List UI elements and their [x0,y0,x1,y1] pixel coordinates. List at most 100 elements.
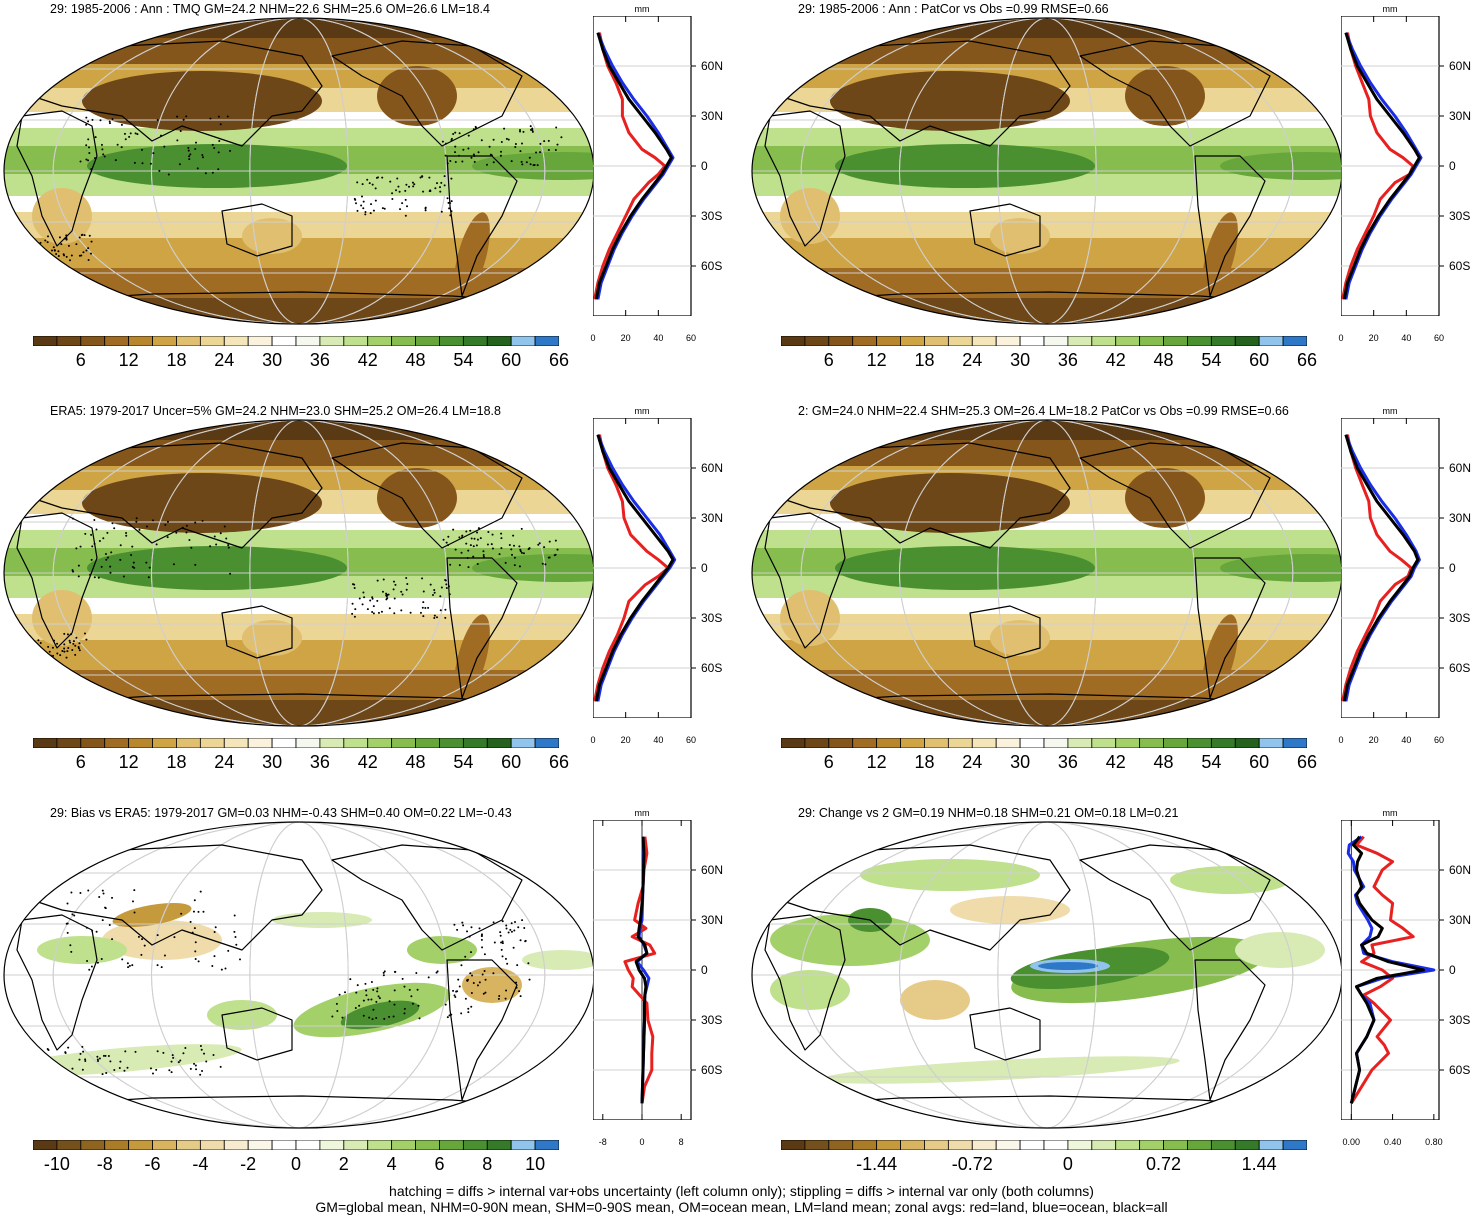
colorbar-swatch [319,336,345,346]
colorbar-label: 0.72 [1146,1154,1182,1174]
atlantic-moistening [1235,932,1325,968]
zonal-x-label: 60 [685,333,696,343]
colorbar-swatch [1115,738,1141,748]
colorbar-swatch [1282,738,1307,748]
colorbar-swatch [852,336,878,346]
tropical-moist-band-north [752,128,1342,146]
zonal-unit-label: mm [1382,406,1398,416]
africa-outline [16,110,98,247]
colorbar-swatch [995,1140,1021,1150]
colorbar-swatch [1043,738,1069,748]
polar-dry-band-south [4,700,594,726]
colorbar-swatch [1163,336,1188,346]
colorbar-label: 66 [1296,350,1318,370]
map-graticule [4,822,594,1128]
maritime-continent-drying [900,980,970,1020]
map-graticule [4,420,594,726]
zonal-x-label: 0 [1338,735,1344,745]
colorbar-label: 54 [1201,350,1222,370]
subtropical-transition-south [752,196,1342,212]
africa-outline [16,914,98,1051]
colorbar-swatch [152,1140,177,1150]
colorbar-label: 30 [1010,752,1031,772]
high-latitude-band-north [4,440,594,466]
colorbar-swatch [510,336,536,346]
indian-ocean-moistening [770,914,930,966]
colorbar-label: 12 [866,350,887,370]
colorbar-label: 42 [1105,752,1126,772]
pacific-wet-bias-core [340,1000,420,1030]
colorbar-label: 2 [338,1154,349,1174]
rockies-dry-region [1125,66,1205,126]
colorbar-label: 42 [357,350,378,370]
eurasia-outline [31,844,323,951]
colorbar-swatch [828,336,854,346]
australia-dry-region [242,218,302,254]
rockies-dry-region [377,468,457,528]
map-graticule [752,18,1342,324]
north-pacific-wet-bias [272,912,372,928]
zonal-lat-label: 60S [701,259,723,273]
colorbar-swatch [1282,336,1307,346]
himalaya-dry-bias [112,902,192,928]
world-map [751,821,1343,1129]
colorbar-label: 0 [1062,1154,1073,1174]
polar-dry-band-south [752,700,1342,726]
colorbar-label: 48 [405,752,426,772]
colorbar-label: 60 [1249,752,1270,772]
colorbar-swatch [781,1140,806,1150]
colorbar-label: 6 [75,350,86,370]
colorbar-swatch [1234,738,1260,748]
panel-title: ERA5: 1979-2017 Uncer=5% GM=24.2 NHM=23.… [50,404,501,418]
colorbar [781,1140,1307,1150]
colorbar-swatch [876,1140,901,1150]
zonal-x-label: 0.80 [1425,1137,1443,1147]
colorbar-swatch [534,336,559,346]
andes-dry-region [454,212,490,300]
colorbar-label: 30 [262,350,283,370]
colorbar-swatch [1258,1140,1284,1150]
colorbar-swatch [56,738,82,748]
colorbar-label: 24 [962,350,983,370]
colorbar-swatch [80,738,106,748]
colorbar [781,738,1307,748]
colorbar-swatch [781,738,806,748]
australia-outline [221,203,293,257]
colorbar-swatch [781,336,806,346]
zonal-x-label: 0 [639,1137,645,1147]
colorbar-swatch [971,1140,997,1150]
australia-dry-region [242,620,302,656]
zonal-mean-plot [1341,418,1444,718]
zonal-lat-label: 60N [701,59,724,73]
zonal-x-label: 0 [1338,333,1344,343]
colorbar-swatch [924,1140,949,1150]
colorbar-swatch [415,1140,440,1150]
zonal-mean-plot [593,16,696,316]
zonal-lat-label: 30S [1449,209,1471,223]
australia-dry-region [990,620,1050,656]
colorbar-swatch [852,738,878,748]
colorbar-swatch [295,1140,321,1150]
colorbar-swatch [1187,1140,1212,1150]
colorbar-label: 4 [386,1154,397,1174]
north-america-outline [331,40,523,147]
zonal-lat-label: 60S [701,661,723,675]
colorbar-swatch [176,1140,201,1150]
colorbar-swatch [924,336,949,346]
zonal-lat-label: 60N [1449,461,1472,475]
colorbar-label: 18 [914,350,935,370]
colorbar-swatch [439,1140,464,1150]
tropical-moist-band-north [4,128,594,146]
andes-dry-region [1202,212,1238,300]
zonal-lat-label: 30S [701,209,723,223]
colorbar-label: 66 [1296,752,1318,772]
north-america-outline [1079,844,1271,951]
colorbar-label: 48 [1153,752,1174,772]
colorbar-swatch [56,1140,82,1150]
zonal-line-all [594,434,675,702]
colorbar-label: -6 [144,1154,161,1174]
colorbar-swatch [1234,1140,1260,1150]
colorbar-swatch [995,738,1021,748]
africa-outline [764,512,846,649]
colorbar-swatch [56,336,82,346]
